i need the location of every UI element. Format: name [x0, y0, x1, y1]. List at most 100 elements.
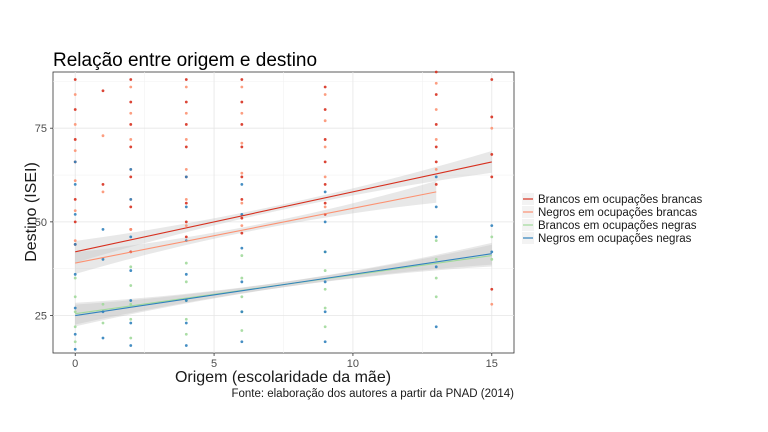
- y-tick-label: 75: [35, 123, 47, 135]
- data-point-negros-em-ocupacoes-negras: [240, 246, 244, 250]
- data-point-brancos-em-ocupacoes-brancas: [73, 197, 77, 201]
- data-point-negros-em-ocupacoes-brancas: [184, 197, 188, 201]
- data-point-negros-em-ocupacoes-negras: [129, 197, 133, 201]
- data-point-negros-em-ocupacoes-negras: [490, 224, 494, 228]
- data-point-brancos-em-ocupacoes-brancas: [490, 287, 494, 291]
- data-point-brancos-em-ocupacoes-negras: [323, 287, 327, 291]
- data-point-brancos-em-ocupacoes-negras: [184, 261, 188, 265]
- data-point-brancos-em-ocupacoes-negras: [184, 280, 188, 284]
- data-point-negros-em-ocupacoes-negras: [184, 299, 188, 302]
- data-point-negros-em-ocupacoes-negras: [101, 336, 105, 340]
- data-point-brancos-em-ocupacoes-brancas: [129, 205, 133, 209]
- data-point-negros-em-ocupacoes-brancas: [434, 81, 438, 85]
- data-point-brancos-em-ocupacoes-negras: [434, 276, 438, 280]
- legend-label-negros-em-ocupacoes-negras: Negros em ocupações negras: [538, 233, 692, 245]
- data-point-negros-em-ocupacoes-negras: [240, 310, 244, 314]
- data-point-brancos-em-ocupacoes-brancas: [434, 145, 438, 149]
- data-point-negros-em-ocupacoes-negras: [184, 344, 188, 347]
- data-point-brancos-em-ocupacoes-negras: [323, 269, 327, 272]
- data-point-brancos-em-ocupacoes-brancas: [73, 108, 77, 111]
- data-point-negros-em-ocupacoes-negras: [434, 205, 438, 209]
- data-point-negros-em-ocupacoes-negras: [434, 235, 438, 239]
- data-point-brancos-em-ocupacoes-negras: [240, 295, 244, 299]
- data-point-brancos-em-ocupacoes-negras: [240, 254, 244, 257]
- data-point-brancos-em-ocupacoes-negras: [101, 302, 105, 306]
- data-point-negros-em-ocupacoes-brancas: [240, 224, 244, 228]
- data-point-brancos-em-ocupacoes-negras: [434, 295, 438, 299]
- data-point-negros-em-ocupacoes-brancas: [73, 179, 77, 183]
- data-point-negros-em-ocupacoes-negras: [101, 257, 105, 261]
- data-point-negros-em-ocupacoes-brancas: [101, 190, 105, 194]
- data-point-brancos-em-ocupacoes-brancas: [240, 123, 244, 126]
- fit-line-brancos-em-ocupacoes-brancas: [75, 161, 492, 253]
- data-point-brancos-em-ocupacoes-brancas: [434, 93, 438, 96]
- data-point-negros-em-ocupacoes-negras: [323, 280, 327, 284]
- data-point-negros-em-ocupacoes-brancas: [184, 168, 188, 171]
- data-point-brancos-em-ocupacoes-brancas: [101, 89, 105, 93]
- data-point-brancos-em-ocupacoes-brancas: [323, 108, 327, 111]
- data-point-negros-em-ocupacoes-negras: [184, 272, 188, 276]
- data-point-negros-em-ocupacoes-negras: [434, 175, 438, 179]
- data-point-brancos-em-ocupacoes-negras: [73, 276, 77, 280]
- x-tick-label: 5: [211, 358, 217, 370]
- data-point-brancos-em-ocupacoes-brancas: [184, 100, 188, 104]
- data-point-brancos-em-ocupacoes-negras: [434, 239, 438, 243]
- data-point-negros-em-ocupacoes-brancas: [490, 302, 494, 306]
- data-point-brancos-em-ocupacoes-negras: [184, 332, 188, 336]
- data-point-brancos-em-ocupacoes-brancas: [434, 183, 438, 186]
- data-point-negros-em-ocupacoes-brancas: [73, 93, 77, 96]
- data-point-brancos-em-ocupacoes-brancas: [323, 160, 327, 164]
- data-point-negros-em-ocupacoes-negras: [129, 299, 133, 302]
- data-point-negros-em-ocupacoes-negras: [434, 265, 438, 269]
- data-point-negros-em-ocupacoes-negras: [73, 347, 77, 351]
- data-point-negros-em-ocupacoes-negras: [73, 212, 77, 216]
- data-point-brancos-em-ocupacoes-brancas: [129, 175, 133, 179]
- data-point-negros-em-ocupacoes-negras: [129, 321, 133, 325]
- data-point-brancos-em-ocupacoes-brancas: [490, 115, 494, 119]
- data-point-negros-em-ocupacoes-negras: [323, 340, 327, 344]
- data-point-brancos-em-ocupacoes-negras: [434, 257, 438, 261]
- data-point-brancos-em-ocupacoes-negras: [490, 257, 494, 261]
- data-point-negros-em-ocupacoes-brancas: [240, 201, 244, 205]
- legend-label-negros-em-ocupacoes-brancas: Negros em ocupações brancas: [538, 207, 697, 219]
- data-point-brancos-em-ocupacoes-brancas: [490, 153, 494, 156]
- legend-label-brancos-em-ocupacoes-brancas: Brancos em ocupações brancas: [538, 194, 703, 206]
- legend-label-brancos-em-ocupacoes-negras: Brancos em ocupações negras: [538, 220, 697, 232]
- data-point-negros-em-ocupacoes-brancas: [73, 149, 77, 153]
- data-point-brancos-em-ocupacoes-brancas: [129, 100, 133, 104]
- data-point-brancos-em-ocupacoes-negras: [73, 295, 77, 299]
- data-point-brancos-em-ocupacoes-negras: [129, 265, 133, 269]
- data-point-negros-em-ocupacoes-negras: [184, 175, 188, 179]
- data-point-brancos-em-ocupacoes-brancas: [73, 220, 77, 224]
- data-point-negros-em-ocupacoes-brancas: [240, 111, 244, 115]
- x-tick-label: 10: [347, 358, 359, 370]
- data-point-brancos-em-ocupacoes-negras: [73, 310, 77, 314]
- data-point-negros-em-ocupacoes-brancas: [129, 111, 133, 115]
- data-point-brancos-em-ocupacoes-negras: [129, 336, 133, 340]
- data-point-brancos-em-ocupacoes-negras: [101, 321, 105, 325]
- data-point-negros-em-ocupacoes-negras: [323, 250, 327, 254]
- data-point-brancos-em-ocupacoes-brancas: [323, 138, 327, 141]
- data-point-brancos-em-ocupacoes-brancas: [490, 175, 494, 179]
- data-point-negros-em-ocupacoes-brancas: [184, 85, 188, 89]
- data-point-brancos-em-ocupacoes-brancas: [490, 78, 494, 81]
- data-point-negros-em-ocupacoes-brancas: [73, 239, 77, 243]
- data-point-negros-em-ocupacoes-negras: [129, 344, 133, 347]
- data-point-negros-em-ocupacoes-negras: [73, 332, 77, 336]
- data-point-negros-em-ocupacoes-negras: [129, 168, 133, 171]
- data-point-brancos-em-ocupacoes-brancas: [434, 123, 438, 126]
- data-point-brancos-em-ocupacoes-negras: [129, 284, 133, 287]
- data-point-negros-em-ocupacoes-brancas: [490, 126, 494, 130]
- data-point-negros-em-ocupacoes-negras: [184, 321, 188, 325]
- data-point-brancos-em-ocupacoes-negras: [184, 317, 188, 321]
- data-point-brancos-em-ocupacoes-brancas: [184, 123, 188, 126]
- data-point-negros-em-ocupacoes-brancas: [73, 123, 77, 126]
- data-point-brancos-em-ocupacoes-negras: [73, 325, 77, 329]
- y-tick-label: 25: [35, 311, 47, 323]
- x-tick-label: 15: [486, 358, 498, 370]
- data-point-negros-em-ocupacoes-brancas: [323, 119, 327, 123]
- data-point-negros-em-ocupacoes-brancas: [129, 85, 133, 89]
- data-point-negros-em-ocupacoes-negras: [490, 250, 494, 254]
